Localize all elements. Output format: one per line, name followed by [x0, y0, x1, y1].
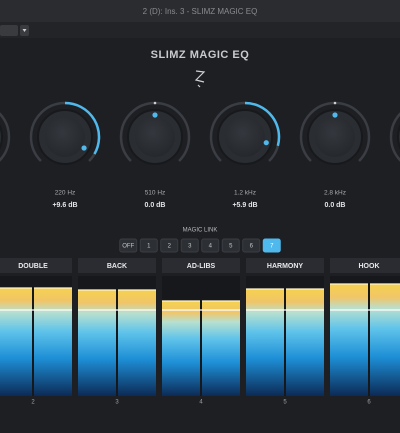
level-meter [78, 290, 116, 396]
band-gain: +5.9 dB [232, 202, 257, 209]
knob-indicator [332, 112, 338, 118]
channel-number: 3 [115, 400, 119, 406]
magic-link-button-label: 4 [209, 244, 213, 250]
knob-arc [64, 101, 101, 155]
magic-link-button[interactable] [201, 238, 220, 253]
level-meter [0, 288, 32, 396]
magic-link-button[interactable] [119, 238, 138, 253]
magic-link-label: MAGIC LINK [183, 228, 218, 234]
magic-link-button[interactable] [221, 238, 240, 253]
magic-link-button[interactable] [160, 238, 179, 253]
channel-header [78, 258, 156, 273]
channel-name: AD-LIBS [187, 263, 216, 270]
magic-link-button[interactable] [262, 238, 281, 253]
band-frequency: 510 Hz [145, 190, 166, 197]
channel-number: 2 [31, 400, 35, 406]
knob-indicator [263, 140, 269, 146]
channel-header [162, 258, 240, 273]
magic-link-button-label: 2 [168, 244, 172, 250]
title-bar [0, 0, 400, 22]
magic-link-button-label: 3 [188, 244, 192, 250]
logo [194, 70, 206, 88]
band-frequency: 220 Hz [55, 190, 76, 197]
channel-name: HARMONY [267, 263, 303, 270]
knob [0, 124, 3, 150]
channel-number: 4 [199, 400, 203, 406]
level-meter [34, 288, 72, 396]
magic-link-button[interactable] [139, 238, 158, 253]
magic-link-button[interactable] [242, 238, 261, 253]
band-frequency: 2.8 kHz [324, 190, 346, 197]
knob-track [0, 112, 11, 162]
band-frequency: 1.2 kHz [234, 190, 256, 197]
knob-arc [244, 101, 281, 147]
channel-name: DOUBLE [18, 263, 48, 270]
level-meter [370, 284, 400, 396]
channel-number: 5 [283, 400, 287, 406]
plugin-title: SLIMZ MAGIC EQ [151, 49, 250, 61]
knob-track [389, 112, 400, 162]
level-meter [246, 289, 284, 396]
level-meter [202, 301, 240, 396]
channel-header [0, 258, 72, 273]
magic-link-button-label: 1 [147, 244, 151, 250]
level-meter [162, 301, 200, 396]
level-meter [118, 290, 156, 396]
magic-link-button-label: 6 [250, 244, 254, 250]
channel-name: HOOK [359, 263, 380, 270]
channel-number: 6 [367, 400, 371, 406]
channel-name: BACK [107, 263, 127, 270]
menu-button[interactable] [0, 25, 18, 36]
level-meter [286, 289, 324, 396]
band-gain: 0.0 dB [324, 202, 345, 209]
window-title: 2 (D): Ins. 3 - SLIMZ MAGIC EQ [143, 7, 258, 16]
knob-indicator [81, 145, 87, 151]
level-meter [330, 284, 368, 396]
band-gain: +9.6 dB [52, 202, 77, 209]
channel-header [246, 258, 324, 273]
band-gain: 0.0 dB [144, 202, 165, 209]
magic-link-button-label: 5 [229, 244, 233, 250]
magic-link-button[interactable] [180, 238, 199, 253]
channel-header [330, 258, 400, 273]
magic-link-button-label: OFF [122, 244, 134, 250]
magic-link-button-label: 7 [270, 244, 274, 250]
knob-indicator [152, 112, 158, 118]
